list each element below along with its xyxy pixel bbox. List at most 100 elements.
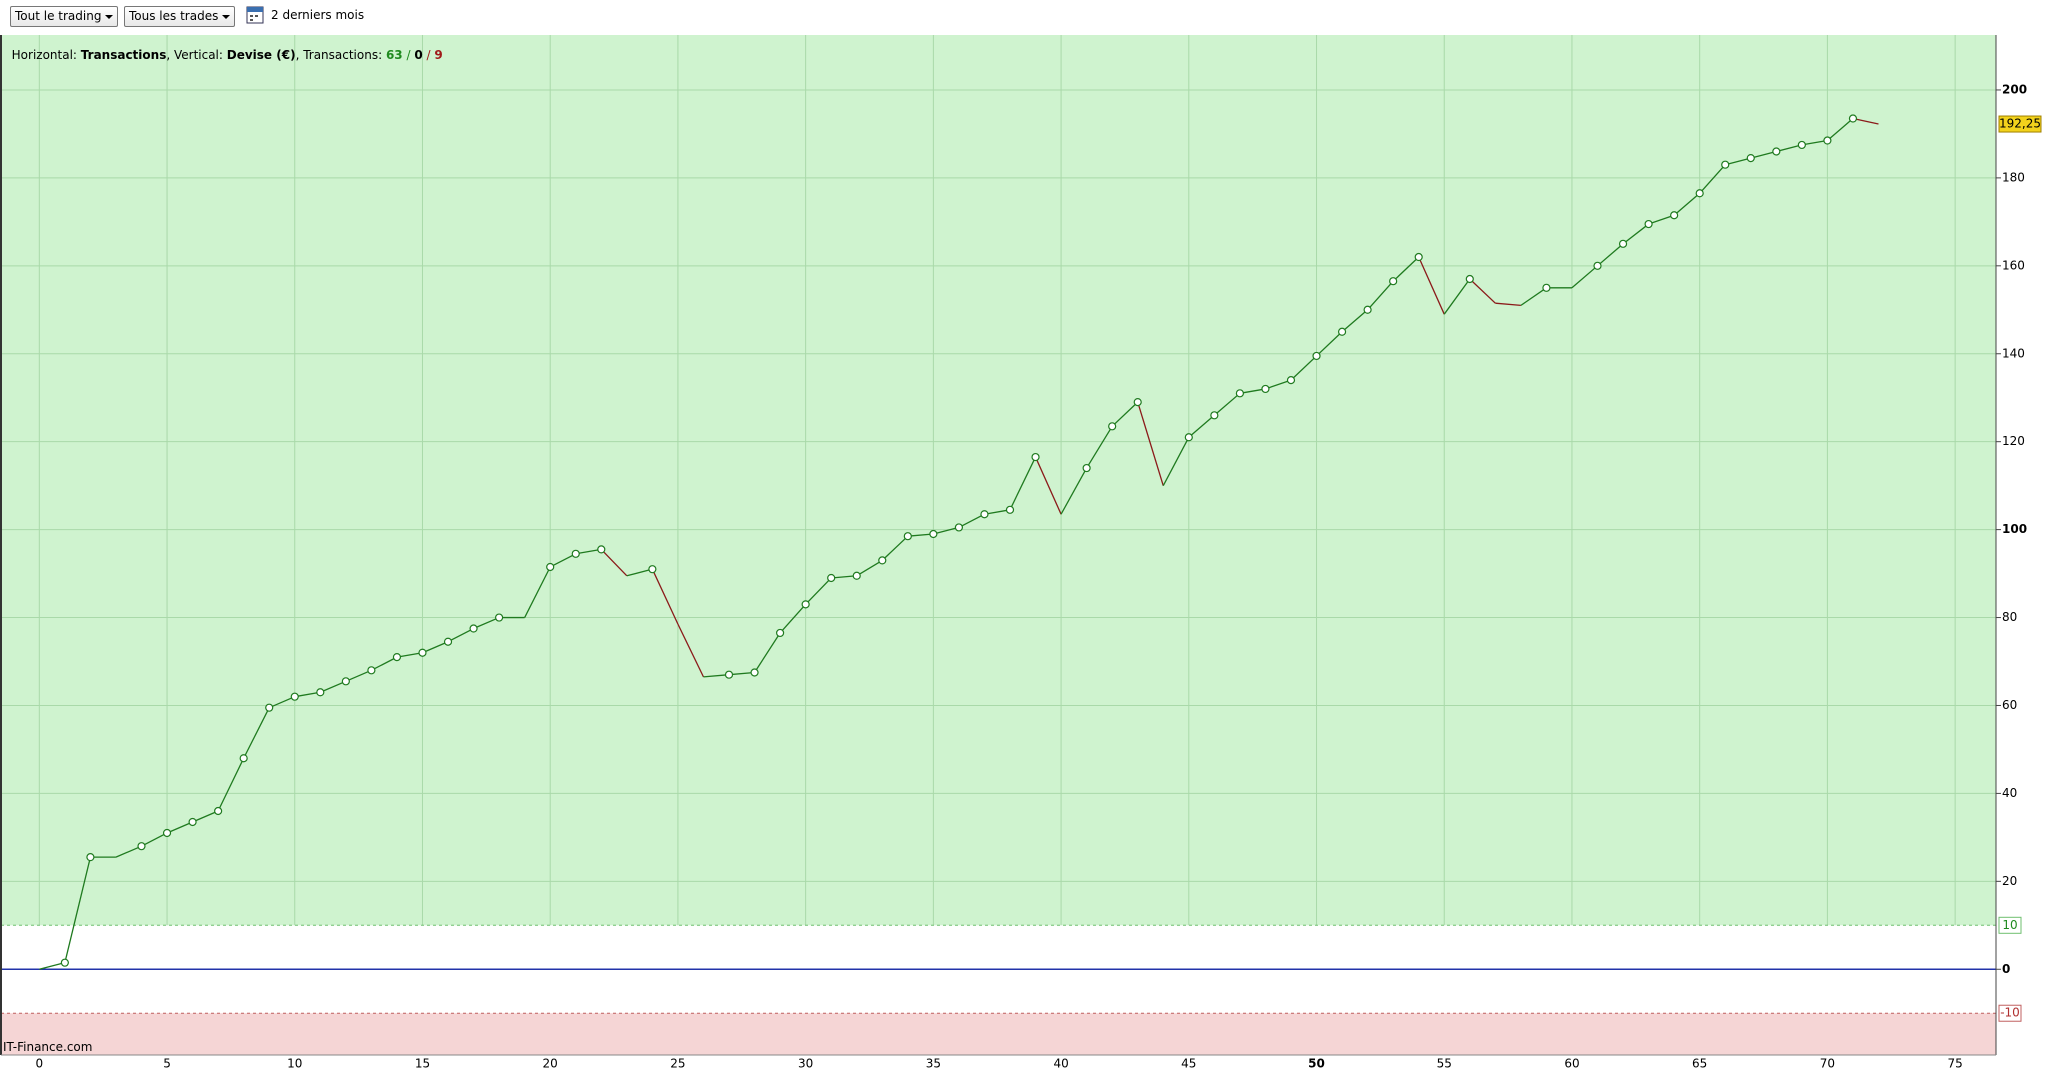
line-segment	[371, 656, 398, 671]
point	[290, 692, 299, 701]
point	[1542, 283, 1551, 292]
point	[1644, 219, 1653, 229]
x-tick-label: 0	[35, 1057, 43, 1070]
line-segment	[1367, 280, 1394, 311]
y-tick-label: 120	[2002, 434, 2025, 448]
line-segment	[422, 641, 449, 654]
line-segment	[1469, 278, 1496, 304]
line-segment	[1443, 278, 1471, 315]
point	[903, 532, 912, 541]
threshold-label: -10	[2000, 1006, 2020, 1020]
x-tick-label: 55	[1437, 1057, 1452, 1070]
line-segment	[64, 857, 92, 963]
line-segment	[1520, 287, 1547, 306]
point	[1337, 327, 1347, 336]
line-segment	[1009, 456, 1037, 511]
point	[1746, 154, 1755, 163]
point	[775, 628, 785, 638]
line-segment	[677, 623, 705, 678]
point	[443, 637, 453, 646]
y-tick-label: 80	[2002, 610, 2017, 624]
line-segment	[141, 832, 168, 847]
point	[265, 703, 274, 712]
point	[1823, 136, 1832, 145]
line-segment	[217, 757, 245, 812]
x-tick-label: 40	[1053, 1057, 1068, 1070]
x-tick-label: 10	[287, 1057, 302, 1070]
toolbar: Tout le trading Tous les trades 2 dernie…	[0, 0, 2047, 34]
line-segment	[549, 553, 577, 568]
line-segment	[447, 627, 474, 643]
threshold-box	[1998, 916, 2022, 934]
point	[852, 571, 861, 580]
x-tick-label: 60	[1564, 1057, 1579, 1070]
line-segment	[1750, 150, 1777, 159]
line-segment	[473, 616, 500, 630]
line-segment	[1188, 414, 1215, 438]
line-segment	[1137, 401, 1164, 486]
info-text: Horizontal:	[11, 48, 81, 62]
point	[1005, 505, 1015, 514]
even-count: 0	[414, 48, 423, 62]
point	[1414, 252, 1423, 262]
line-segment	[1034, 456, 1062, 515]
x-tick-label: 65	[1692, 1057, 1707, 1070]
x-tick-label: 35	[926, 1057, 941, 1070]
line-segment	[1852, 117, 1879, 125]
point	[341, 677, 350, 686]
point	[162, 828, 172, 838]
info-text: Devise (€)	[226, 48, 296, 62]
point	[495, 613, 504, 622]
point	[750, 668, 759, 677]
line-segment	[1290, 355, 1317, 381]
point	[1312, 351, 1321, 361]
point	[648, 565, 657, 574]
dropdown[interactable]: Tous les trades	[124, 6, 236, 27]
point	[1772, 147, 1781, 156]
line-segment	[600, 548, 628, 577]
point	[597, 545, 606, 554]
point	[1082, 463, 1091, 473]
line-segment	[1801, 139, 1828, 146]
line-segment	[1086, 425, 1113, 469]
line-segment	[1725, 157, 1751, 166]
profit-zone	[1, 35, 1996, 926]
line-segment	[984, 509, 1011, 515]
y-tick-label: 100	[2002, 522, 2027, 536]
line-segment	[268, 696, 296, 709]
point	[137, 842, 146, 851]
period-label: 2 derniers mois	[271, 8, 365, 22]
point	[1133, 398, 1142, 407]
point	[724, 670, 734, 679]
last-value-box	[1998, 115, 2042, 133]
point	[188, 817, 197, 827]
info-text: Transactions	[80, 48, 167, 62]
line-segment	[1265, 379, 1292, 390]
dropdown[interactable]: Tout le trading	[10, 6, 119, 27]
line-segment	[294, 691, 321, 698]
line-segment	[728, 671, 755, 676]
y-tick-label: 200	[2002, 82, 2027, 96]
line-segment	[856, 559, 883, 577]
point	[1031, 452, 1040, 462]
line-segment	[1776, 144, 1803, 153]
point	[1235, 389, 1244, 398]
x-tick-label: 20	[543, 1057, 558, 1070]
point	[1721, 160, 1730, 169]
x-tick-label: 50	[1308, 1057, 1325, 1070]
line-segment	[1341, 309, 1369, 333]
x-tick-label: 75	[1947, 1057, 1962, 1070]
loss-count: 9	[434, 48, 443, 62]
threshold-box	[1998, 1004, 2022, 1022]
calendar-icon[interactable]	[246, 5, 264, 24]
line-segment	[1213, 392, 1241, 416]
point	[392, 653, 402, 662]
y-tick-label: 0	[2002, 962, 2010, 976]
separator: /	[402, 48, 415, 62]
line-segment	[881, 535, 909, 561]
line-segment	[575, 548, 602, 555]
line-segment	[1571, 265, 1598, 289]
point	[469, 624, 478, 633]
